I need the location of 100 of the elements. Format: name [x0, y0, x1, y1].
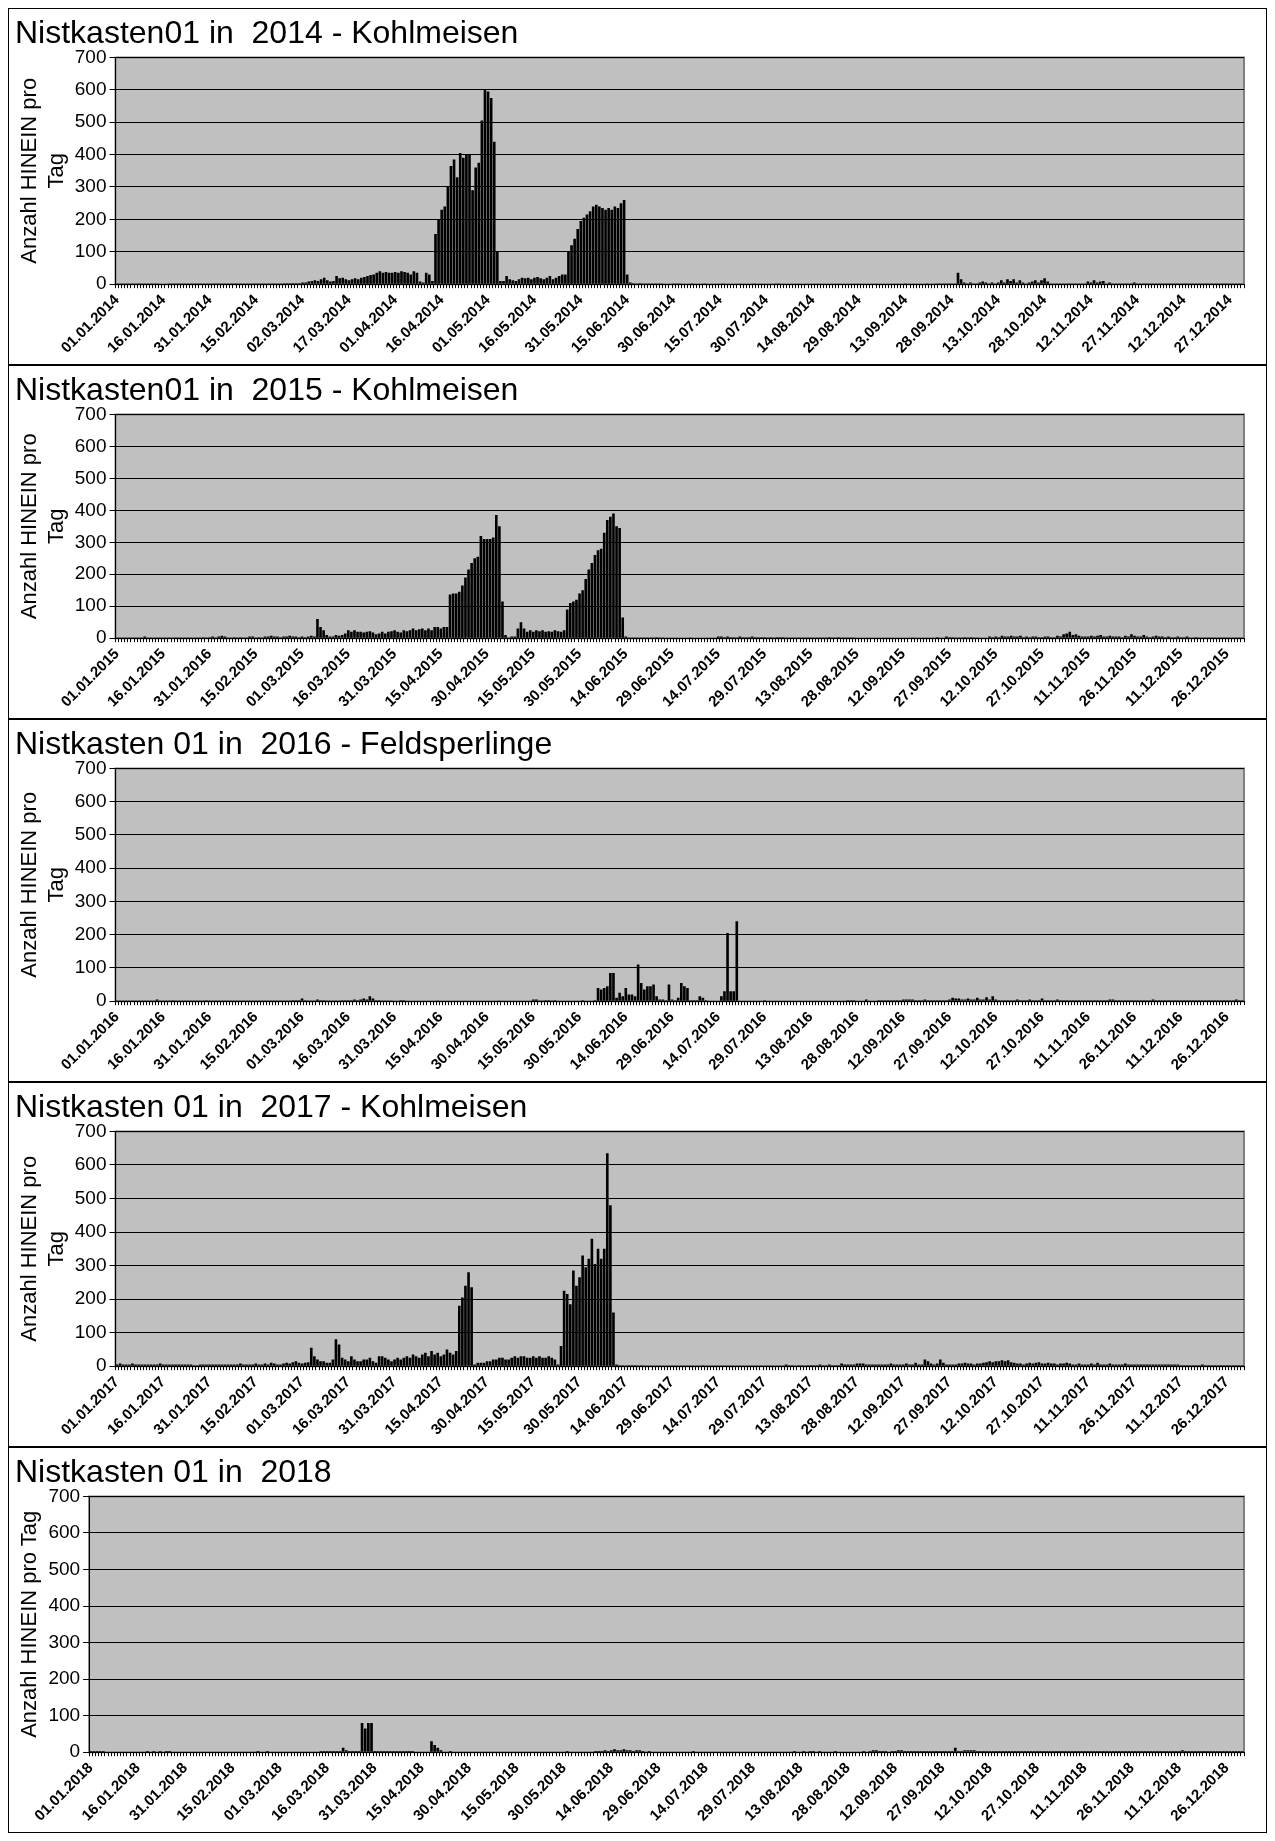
- y-tick-label: 500: [74, 1186, 107, 1208]
- bar: [604, 209, 607, 284]
- bar: [383, 633, 387, 638]
- bar: [383, 1357, 387, 1366]
- y-tick-label: 200: [74, 562, 107, 584]
- bar: [319, 1361, 322, 1366]
- bar: [363, 277, 366, 284]
- bar: [609, 972, 612, 1001]
- y-tick-label: 0: [95, 272, 107, 294]
- bar: [309, 1347, 313, 1366]
- bar: [428, 274, 431, 284]
- bar: [498, 1357, 501, 1366]
- bar: [332, 280, 335, 284]
- y-tick-label: 400: [74, 856, 107, 878]
- bar: [538, 631, 541, 638]
- bar: [393, 271, 397, 284]
- bar: [338, 278, 341, 284]
- bar: [1012, 1362, 1016, 1366]
- bar: [652, 984, 655, 1001]
- y-axis-title: Anzahl HINEIN pro Tag: [16, 1510, 42, 1738]
- y-tick-label: 0: [95, 1354, 107, 1376]
- bar: [508, 279, 512, 284]
- bar: [316, 619, 319, 638]
- bar: [473, 558, 477, 638]
- y-tick-label: 400: [74, 1220, 107, 1242]
- bar: [501, 1357, 504, 1366]
- bar: [346, 630, 350, 638]
- y-tick-label: 100: [74, 594, 107, 616]
- bar: [396, 1357, 399, 1366]
- bar: [649, 986, 652, 1001]
- bar: [510, 1357, 514, 1366]
- bar: [1062, 1363, 1065, 1366]
- y-tick-label: 400: [48, 1594, 81, 1616]
- bar: [322, 630, 325, 638]
- bar: [609, 516, 612, 638]
- bar: [433, 1354, 436, 1366]
- bar: [393, 630, 396, 638]
- bar: [359, 1361, 362, 1366]
- bar: [325, 280, 329, 284]
- bar: [272, 1363, 276, 1366]
- bar: [397, 272, 400, 284]
- bar: [427, 628, 430, 638]
- bar: [390, 631, 393, 638]
- y-tick-label: 200: [74, 207, 107, 229]
- bar: [502, 280, 505, 284]
- bar: [531, 1356, 535, 1366]
- bar: [535, 630, 538, 638]
- bar: [335, 276, 338, 284]
- bar: [536, 277, 539, 284]
- bar: [322, 277, 326, 284]
- y-tick-label: 600: [48, 1521, 81, 1543]
- bar: [356, 631, 359, 638]
- bar: [424, 630, 427, 638]
- bar: [433, 627, 436, 638]
- bar: [380, 631, 384, 638]
- bar: [1065, 633, 1069, 638]
- y-tick-label: 300: [74, 175, 107, 197]
- bar: [362, 1359, 366, 1366]
- bar: [683, 986, 686, 1001]
- bar: [531, 631, 535, 638]
- bar: [612, 513, 615, 638]
- bar: [547, 631, 551, 638]
- bar: [954, 998, 958, 1001]
- bar: [436, 1352, 440, 1366]
- bar: [387, 1359, 390, 1366]
- bar: [329, 281, 332, 284]
- y-tick-label: 100: [74, 1320, 107, 1342]
- y-tick-label: 500: [74, 110, 107, 132]
- bar: [436, 627, 440, 638]
- bar: [533, 277, 536, 284]
- bar: [387, 631, 390, 638]
- bar: [679, 982, 683, 1001]
- y-tick-label: 500: [74, 823, 107, 845]
- bar: [420, 1354, 424, 1366]
- y-tick-label: 200: [74, 1287, 107, 1309]
- bar: [605, 519, 609, 638]
- bar: [991, 1362, 995, 1366]
- bar: [440, 209, 443, 284]
- bar: [572, 601, 575, 638]
- bar: [353, 630, 356, 638]
- bar: [607, 208, 610, 284]
- bar: [356, 1361, 359, 1366]
- y-tick-label: 600: [74, 434, 107, 456]
- bar: [539, 278, 542, 284]
- y-tick-label: 300: [48, 1630, 81, 1652]
- bar: [430, 1351, 433, 1366]
- y-tick-label: 600: [74, 1153, 107, 1175]
- bar: [406, 272, 409, 284]
- y-tick-label: 200: [74, 922, 107, 944]
- bar: [1046, 281, 1049, 284]
- bar: [1049, 1363, 1053, 1366]
- bar: [612, 972, 615, 1001]
- bar: [359, 631, 362, 638]
- bar: [505, 276, 508, 284]
- bar: [390, 1361, 393, 1366]
- bar: [541, 630, 544, 638]
- bar: [393, 1359, 396, 1366]
- bar: [530, 279, 533, 284]
- bar: [1028, 1362, 1032, 1366]
- y-axis-title: Anzahl HINEIN pro Tag: [16, 1155, 68, 1342]
